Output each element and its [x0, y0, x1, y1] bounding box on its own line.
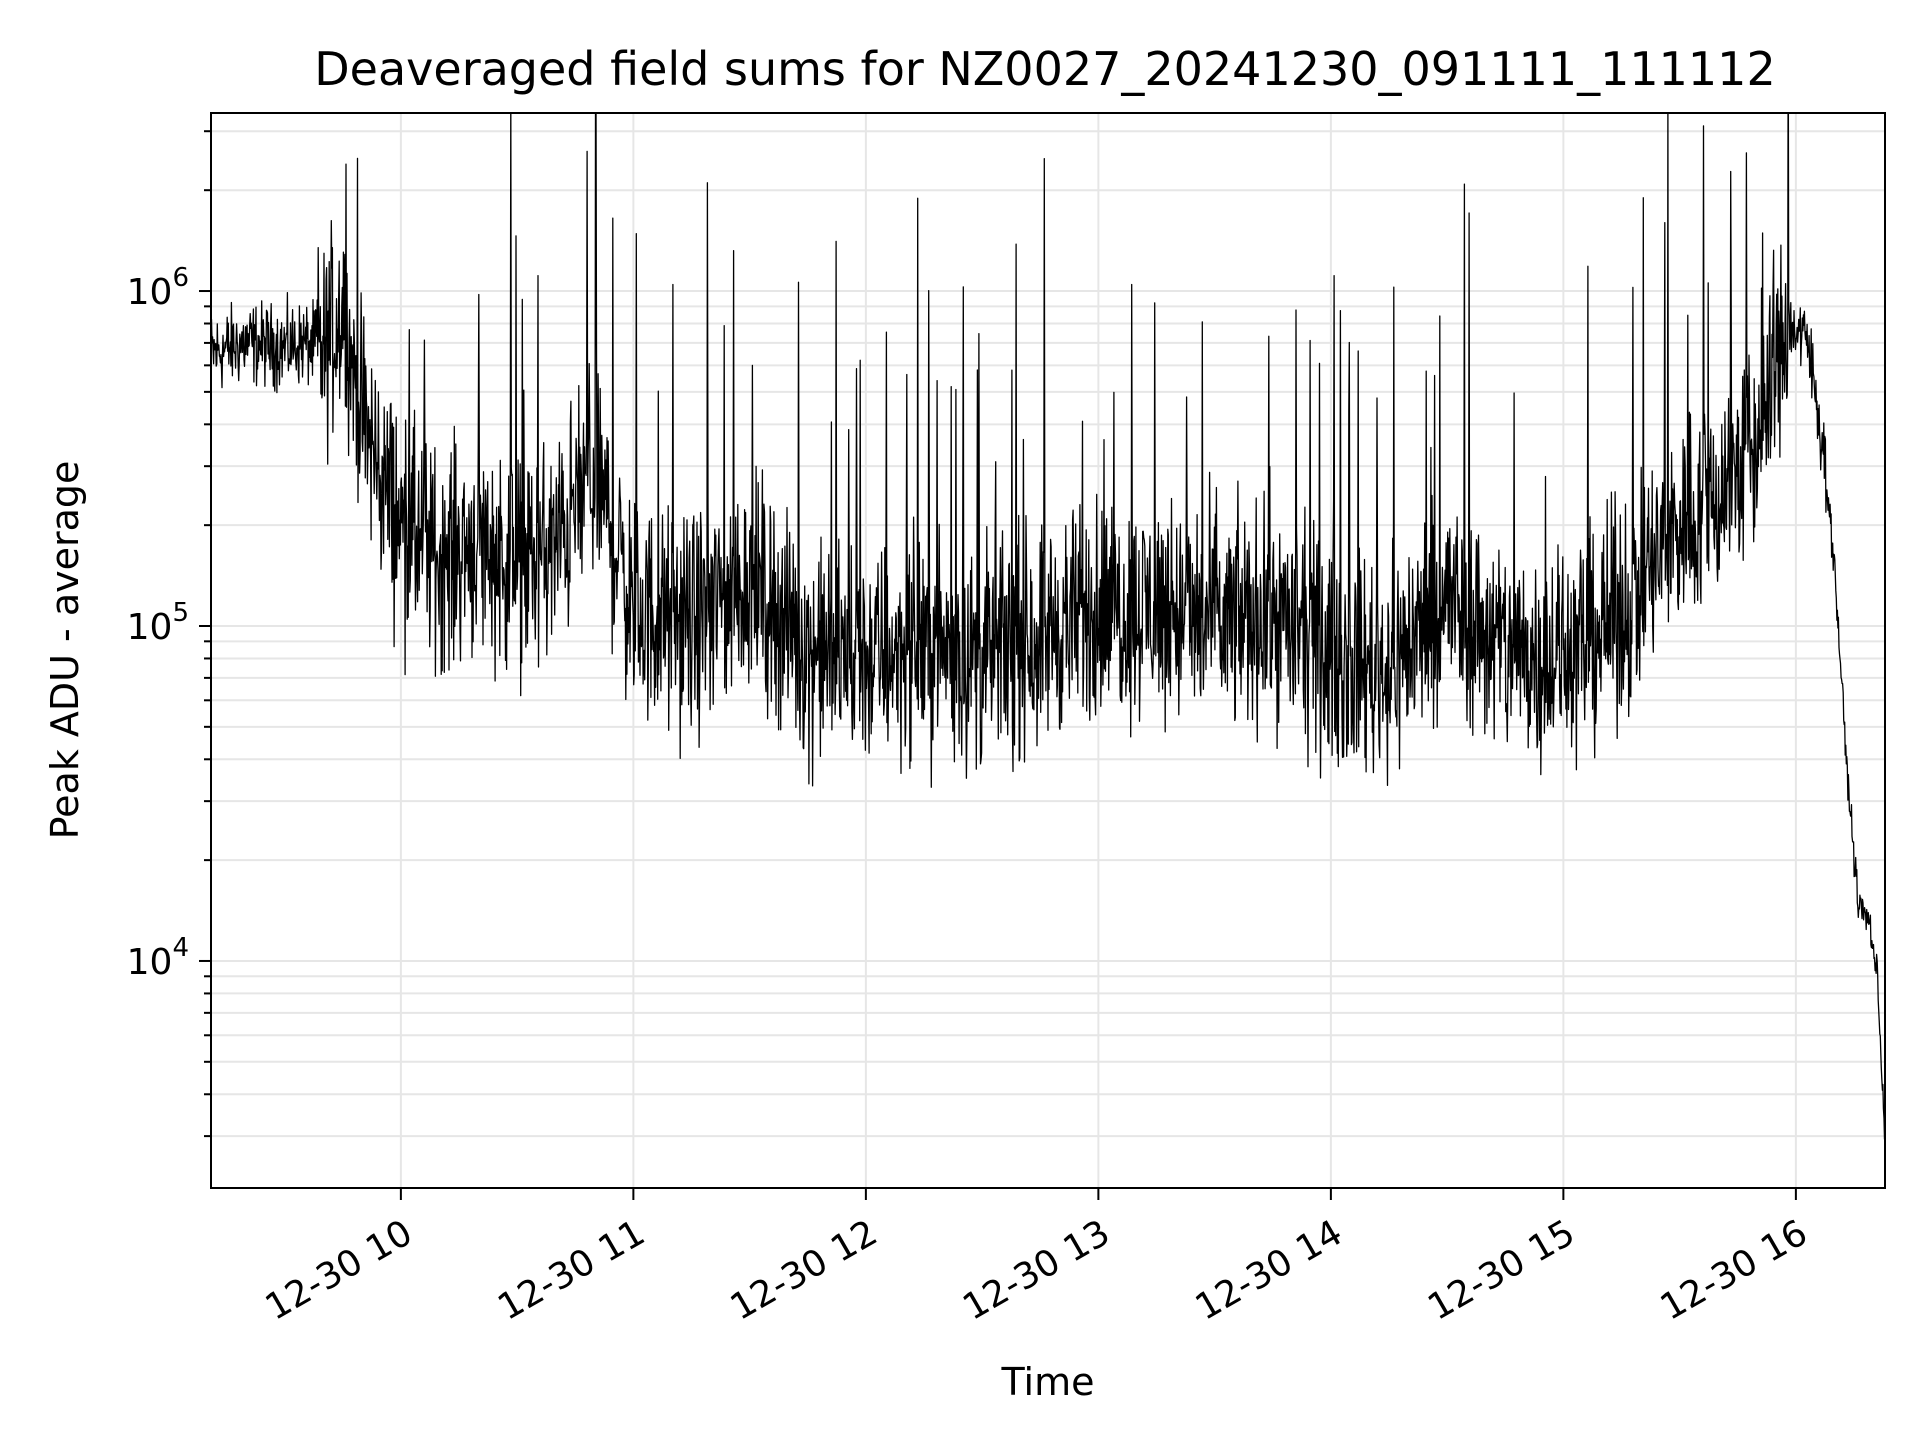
y-axis-ticks: 104 105 106	[127, 130, 211, 1138]
y-tick-label: 106	[127, 263, 189, 313]
x-axis-label: Time	[1001, 1360, 1095, 1404]
series-line	[211, 113, 1885, 1140]
y-tick-label: 105	[127, 598, 189, 648]
y-axis-label: Peak ADU - average	[43, 461, 87, 840]
chart-title: Deaveraged field sums for NZ0027_2024123…	[314, 42, 1775, 96]
y-tick-label: 104	[127, 933, 189, 983]
plot-frame	[210, 112, 1886, 1189]
